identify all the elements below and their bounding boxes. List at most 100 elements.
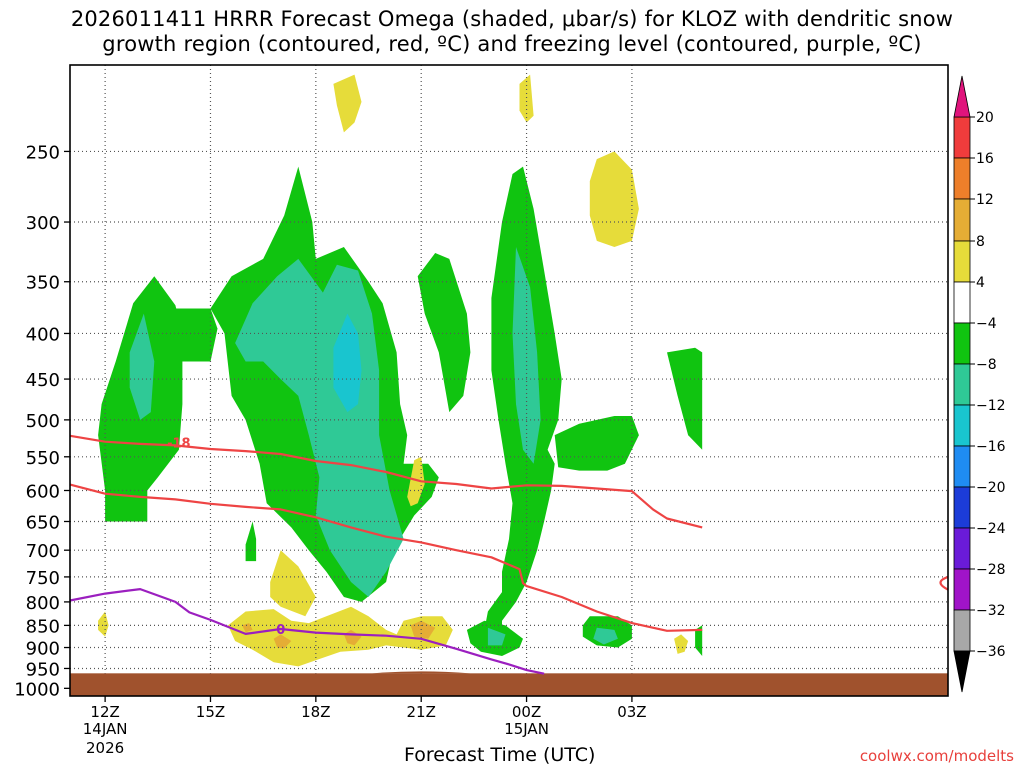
colorbar-band-4 [953,281,971,324]
y-tick-label-900: 900 [26,639,60,660]
contour-label-freezing: 0 [276,623,285,638]
orange-center-1 [242,623,253,633]
teal-core-low-2 [593,627,618,645]
green-area-tower-arm [554,416,639,471]
y-tick-label-450: 450 [26,370,60,391]
green-area-tail [695,625,703,656]
colorbar-band-10 [953,527,971,570]
colorbar-label-9: −20 [976,480,1006,496]
yellow-area-far-right [674,634,689,654]
colorbar-band-0 [953,116,971,159]
cyan-core [333,313,362,413]
y-tick-label-250: 250 [26,142,60,163]
x-tick-label-15Z: 15Z [196,703,225,721]
x-axis-label: Forecast Time (UTC) [404,744,596,766]
colorbar: 20 16 12 8 4 −4 −8 −12 −16 −20 −24 −28 −32 −36 [953,75,1006,693]
x-tick-label-18Z: 18Z [301,703,330,721]
y-tick-label-800: 800 [26,593,60,614]
yellow-area-center [270,550,316,617]
colorbar-label-2: 12 [976,192,994,208]
contour-minus18 [69,434,703,529]
teal-core-main [235,258,404,597]
colorbar-label-7: −12 [976,398,1006,414]
y-tick-label-300: 300 [26,213,60,234]
colorbar-band-8 [953,445,971,488]
y-tick-label-650: 650 [26,512,60,533]
colorbar-label-6: −8 [976,357,997,373]
y-tick-label-950: 950 [26,659,60,680]
orange-center-4 [410,620,436,639]
chart-title: 2026011411 HRRR Forecast Omega (shaded, … [0,7,1024,57]
x-tick-date-14JAN: 14JAN [83,720,128,738]
yellow-area-left-low [98,611,109,637]
green-area-spot [245,521,257,562]
y-tick-label-700: 700 [26,541,60,562]
orange-center-2 [273,634,292,649]
y-tick-label-400: 400 [26,324,60,345]
colorbar-band-11 [953,568,971,611]
colorbar-label-0: 20 [976,110,994,126]
y-tick-label-850: 850 [26,616,60,637]
y-tick-label-1000: 1000 [14,679,60,700]
colorbar-band-1 [953,157,971,200]
y-tick-label-750: 750 [26,568,60,589]
colorbar-label-5: −4 [976,316,997,332]
colorbar-label-13: −36 [976,644,1006,660]
y-tick-label-600: 600 [26,481,60,502]
colorbar-top-arrow [953,75,971,118]
colorbar-band-6 [953,363,971,406]
y-tick-label-550: 550 [26,448,60,469]
colorbar-band-3 [953,240,971,283]
y-tick-label-500: 500 [26,411,60,432]
yellow-area-low-main [228,606,453,667]
green-area-left-bridge [175,308,218,362]
y-tick-label-350: 350 [26,273,60,294]
colorbar-label-11: −28 [976,562,1006,578]
colorbar-label-10: −24 [976,521,1006,537]
contour-freezing-level [69,588,545,675]
colorbar-label-1: 16 [976,151,994,167]
contour-lower-red [69,483,703,632]
colorbar-label-8: −16 [976,439,1006,455]
teal-core-left [129,313,155,420]
green-area-mid [417,253,471,413]
x-tick-label-03Z: 03Z [617,703,646,721]
yellow-area-top [333,74,362,133]
colorbar-band-2 [953,198,971,242]
colorbar-band-5 [953,322,971,365]
credit-text: coolwx.com/modelts [859,747,1014,765]
title-line-1: 2026011411 HRRR Forecast Omega (shaded, … [70,7,954,31]
yellow-area-mid [407,456,425,507]
x-tick-label-00Z: 00Z [512,703,541,721]
contour-red-loop [939,575,949,591]
plot-frame [69,64,949,697]
gridlines [70,65,948,674]
yellow-area-upper-right [589,151,639,247]
x-tick-date-15JAN: 15JAN [504,720,549,738]
x-tick-label-21Z: 21Z [407,703,436,721]
colorbar-bottom-arrow [953,650,971,693]
colorbar-band-7 [953,404,971,447]
temperature-contours: -18 0 [69,434,949,675]
omega-shading [98,74,703,667]
colorbar-band-9 [953,486,971,529]
contour-label-minus18: -18 [167,436,191,451]
teal-core-tower [512,247,541,464]
teal-core-low-1 [487,627,506,646]
ground-fill [70,673,948,696]
colorbar-band-12 [953,609,971,652]
ground-surface [70,671,948,696]
title-line-2: growth region (contoured, red, ºC) and f… [102,32,922,56]
green-area-right-lobe [667,347,703,450]
ground-bump [372,671,471,674]
colorbar-label-3: 8 [976,234,985,250]
x-tick-label-12Z: 12Z [90,703,119,721]
colorbar-label-4: 4 [976,275,985,291]
x-tick-year: 2026 [86,739,124,757]
plot-border [69,64,949,697]
colorbar-label-12: −32 [976,603,1006,619]
y-axis: 2503003504004505005506006507007508008509… [14,142,70,700]
yellow-area-top-right [519,74,534,123]
